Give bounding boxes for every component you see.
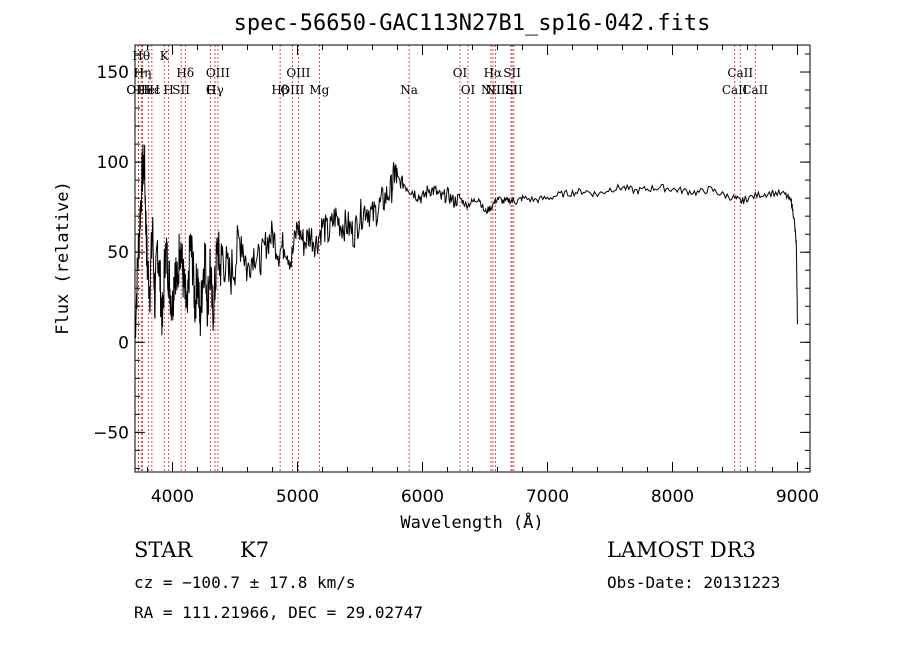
- x-tick-label-4: 8000: [651, 487, 694, 507]
- line-label-4: HeI: [138, 83, 161, 97]
- line-label-23: SII: [503, 66, 521, 80]
- line-label-16: Mg: [309, 83, 329, 97]
- chart-title: spec-56650-GAC113N27B1_sp16-042.fits: [234, 11, 711, 36]
- line-label-28: CaII: [742, 83, 768, 97]
- x-tick-label-5: 9000: [776, 487, 819, 507]
- line-label-17: Na: [400, 83, 418, 97]
- line-label-18: OI: [453, 66, 468, 80]
- x-axis-label: Wavelength (Å): [400, 511, 543, 533]
- line-label-2: Hη: [134, 66, 152, 80]
- y-axis-label: Flux (relative): [53, 181, 73, 335]
- line-label-20: Hα: [484, 66, 503, 80]
- line-label-22: NII: [486, 83, 506, 97]
- subclass-label: K7: [240, 538, 270, 562]
- survey-label: LAMOST DR3: [607, 538, 756, 562]
- redshift-readout: cz = −100.7 ± 17.8 km/s: [134, 573, 356, 592]
- y-tick-label-4: 150: [97, 63, 129, 83]
- line-label-25: SII: [505, 83, 523, 97]
- line-label-12: G: [206, 83, 216, 97]
- line-label-27: CaII: [727, 66, 753, 80]
- line-label-13: Hβ: [271, 83, 288, 97]
- x-tick-label-2: 6000: [401, 487, 444, 507]
- class-label: STAR: [134, 538, 193, 562]
- line-label-26: CaII: [722, 83, 748, 97]
- x-tick-label-1: 5000: [276, 487, 319, 507]
- line-label-10: OIII: [206, 66, 230, 80]
- line-label-5: Hε: [144, 83, 161, 97]
- line-label-8: SII: [172, 83, 190, 97]
- line-label-9: Hδ: [176, 66, 194, 80]
- y-axis-ticks: −50 0 50 100 150: [93, 53, 810, 469]
- coordinates: RA = 111.21966, DEC = 29.02747: [134, 603, 423, 622]
- flux-series-line: [134, 144, 798, 339]
- line-label-6: K: [160, 49, 170, 63]
- y-tick-label-1: 0: [118, 333, 129, 353]
- line-label-7: H: [163, 83, 173, 97]
- y-tick-label-0: −50: [93, 423, 129, 443]
- line-label-15: OIII: [286, 66, 310, 80]
- line-label-14: OIII: [280, 83, 304, 97]
- y-tick-label-2: 50: [107, 243, 129, 263]
- x-axis-ticks: 4000 5000 6000 7000 8000 9000: [147, 45, 819, 507]
- x-tick-label-3: 7000: [526, 487, 569, 507]
- obs-date: Obs-Date: 20131223: [607, 573, 781, 592]
- spectral-line-markers: [137, 45, 756, 472]
- line-label-24: Li: [505, 83, 517, 97]
- line-label-11: Hγ: [206, 83, 224, 97]
- line-label-19: OI: [461, 83, 476, 97]
- x-tick-label-0: 4000: [151, 487, 194, 507]
- line-label-1: Hθ: [132, 49, 150, 63]
- y-tick-label-3: 100: [97, 153, 129, 173]
- line-label-21: NII: [481, 83, 501, 97]
